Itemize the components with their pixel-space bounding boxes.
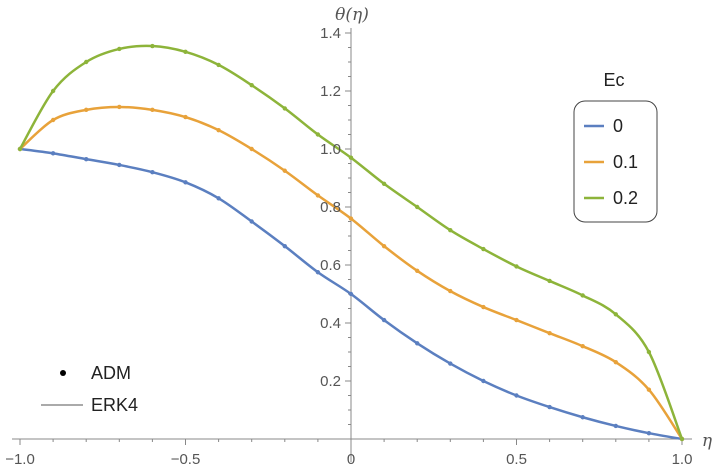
- series-point-0: [117, 162, 122, 168]
- series-point-0: [448, 361, 453, 366]
- series-point-0: [282, 243, 287, 249]
- y-tick-label: 0.2: [320, 373, 341, 390]
- series-point-0: [613, 423, 618, 429]
- series-point-2: [282, 106, 287, 111]
- y-tick-label: 1.2: [320, 83, 341, 100]
- y-tick-label: 0.4: [320, 315, 341, 332]
- series-point-2: [50, 88, 56, 94]
- series-point-2: [315, 132, 321, 137]
- series-point-2: [547, 278, 552, 284]
- series-point-2: [481, 246, 486, 252]
- series-point-0: [646, 431, 652, 436]
- series-point-2: [150, 43, 155, 49]
- series-point-1: [50, 117, 56, 123]
- series-point-0: [348, 291, 354, 297]
- series-point-2: [183, 49, 188, 55]
- series-point-2: [117, 46, 122, 52]
- series-dots: [17, 43, 685, 442]
- series-point-2: [448, 228, 453, 233]
- series-point-2: [84, 59, 89, 65]
- series-point-1: [84, 107, 89, 113]
- series-point-1: [415, 268, 420, 273]
- series-point-1: [381, 243, 387, 249]
- series-point-0: [150, 170, 155, 175]
- y-axis-label: θ(η): [335, 5, 369, 25]
- series-point-1: [448, 288, 453, 294]
- series-point-1: [613, 359, 618, 365]
- series-point-0: [315, 270, 321, 275]
- series-point-0: [481, 378, 486, 384]
- series-point-0: [415, 341, 420, 346]
- series-point-1: [315, 193, 321, 198]
- series-point-1: [547, 330, 552, 336]
- series-point-2: [381, 181, 387, 186]
- series-point-0: [216, 196, 221, 201]
- y-tick-label: 1.4: [320, 25, 341, 42]
- series-point-2: [415, 204, 420, 210]
- series-point-2: [679, 436, 685, 442]
- axes: [12, 28, 692, 462]
- tick-labels: −1.0 −0.5 0 0.5 1.0 0.2 0.4 0.6 0.8 1.0 1.2 1.4: [5, 25, 692, 468]
- series-point-1: [580, 344, 585, 349]
- series-point-0: [381, 317, 387, 323]
- legend-entry-1: 0.1: [613, 152, 638, 172]
- x-tick-label: 0: [347, 451, 355, 468]
- series-point-1: [514, 317, 519, 323]
- legend-box: [573, 100, 658, 223]
- legend-entry-0: 0: [613, 116, 623, 136]
- series-point-0: [547, 404, 552, 410]
- x-tick-label: −0.5: [171, 451, 201, 468]
- y-tick-label: 0.8: [320, 199, 341, 216]
- series-point-1: [249, 146, 254, 152]
- series-point-0: [249, 219, 254, 224]
- x-tick-label: 0.5: [506, 451, 527, 468]
- legend-title: Ec: [603, 70, 624, 90]
- method-legend-dot: [60, 370, 66, 376]
- series-point-1: [117, 104, 122, 110]
- series-point-2: [613, 312, 618, 317]
- y-tick-label: 1.0: [320, 141, 341, 158]
- series-point-1: [646, 387, 652, 392]
- x-tick-label: 1.0: [672, 451, 693, 468]
- series-point-1: [216, 127, 221, 133]
- series-point-2: [249, 83, 254, 88]
- series-point-1: [183, 114, 188, 120]
- series-point-1: [348, 216, 354, 221]
- method-legend-line-label: ERK4: [91, 395, 138, 415]
- series-point-2: [646, 349, 652, 355]
- series-point-1: [481, 304, 486, 310]
- legend-entry-2: 0.2: [613, 188, 638, 208]
- series-point-1: [282, 168, 287, 173]
- method-legend: ADM ERK4: [41, 363, 138, 415]
- method-legend-dot-label: ADM: [91, 363, 131, 383]
- x-axis-label: η: [702, 431, 713, 451]
- series-point-2: [348, 155, 354, 160]
- legend: Ec 0 0.1 0.2: [573, 70, 658, 223]
- y-tick-label: 0.6: [320, 257, 341, 274]
- series-point-2: [514, 264, 519, 269]
- series-point-2: [580, 293, 585, 298]
- series-point-0: [50, 151, 56, 156]
- series-point-0: [514, 393, 519, 398]
- series-point-2: [17, 146, 23, 152]
- series-point-0: [580, 415, 585, 420]
- series-point-0: [183, 180, 188, 185]
- series-point-2: [216, 62, 221, 68]
- series-point-1: [150, 107, 155, 113]
- series-point-0: [84, 156, 89, 162]
- x-tick-label: −1.0: [5, 451, 35, 468]
